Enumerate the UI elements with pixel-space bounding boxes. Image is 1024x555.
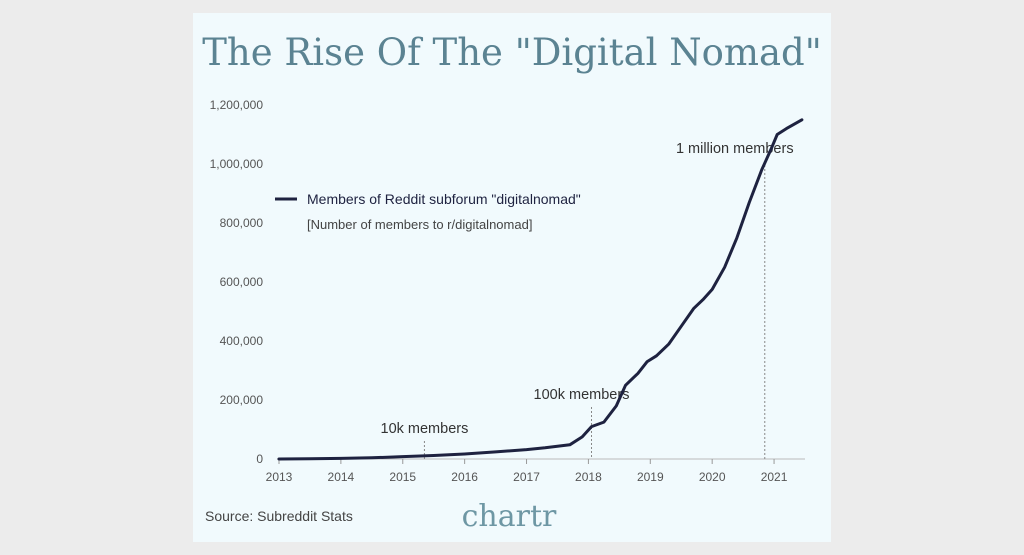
line-chart: The Rise Of The "Digital Nomad" 0 200,000… (202, 31, 822, 534)
y-tick-label: 800,000 (220, 216, 264, 230)
chart-card: The Rise Of The "Digital Nomad" 0 200,000… (193, 13, 831, 542)
legend-label: Members of Reddit subforum "digitalnomad… (307, 191, 581, 207)
x-tick-label: 2019 (637, 470, 664, 484)
x-tick-label: 2017 (513, 470, 540, 484)
annotations: 10k members 100k members 1 million members (381, 141, 794, 459)
x-tick-label: 2013 (266, 470, 293, 484)
x-tick-label: 2014 (328, 470, 355, 484)
y-tick-label: 200,000 (220, 393, 264, 407)
y-tick-label: 0 (256, 452, 263, 466)
x-tick-label: 2016 (451, 470, 478, 484)
source-note: Source: Subreddit Stats (205, 508, 353, 524)
x-tick-label: 2021 (761, 470, 788, 484)
annotation-label: 100k members (534, 387, 630, 403)
x-axis: 2013 2014 2015 2016 2017 2018 2019 2020 2021 (266, 459, 788, 484)
y-axis: 0 200,000 400,000 600,000 800,000 1,000,000 1,… (210, 98, 805, 466)
legend: Members of Reddit subforum "digitalnomad… (275, 191, 581, 232)
annotation-label: 10k members (381, 421, 469, 437)
y-tick-label: 400,000 (220, 334, 264, 348)
x-tick-label: 2015 (389, 470, 416, 484)
chartr-logo: chartr (462, 499, 557, 534)
y-tick-label: 1,000,000 (210, 157, 264, 171)
chart-title: The Rise Of The "Digital Nomad" (202, 31, 822, 74)
legend-sublabel: [Number of members to r/digitalnomad] (307, 217, 532, 232)
series-line (277, 118, 804, 461)
x-tick-label: 2018 (575, 470, 602, 484)
y-tick-label: 1,200,000 (210, 98, 264, 112)
annotation-label: 1 million members (676, 141, 794, 157)
y-tick-label: 600,000 (220, 275, 264, 289)
x-tick-label: 2020 (699, 470, 726, 484)
